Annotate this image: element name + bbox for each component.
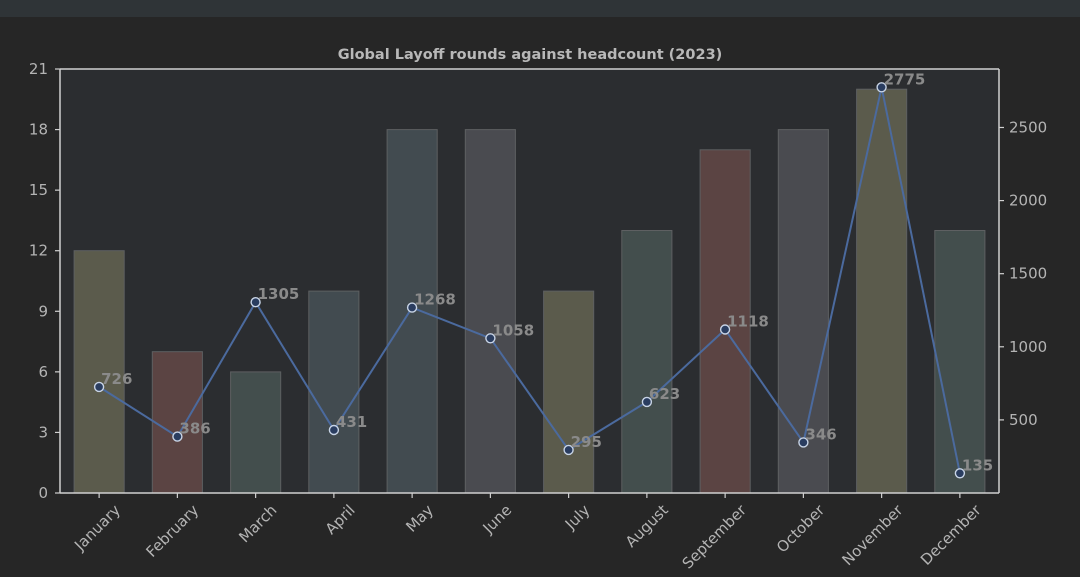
data-label-september: 1118 bbox=[727, 313, 769, 331]
data-label-august: 623 bbox=[649, 385, 680, 403]
x-tick-label-may: May bbox=[402, 501, 437, 536]
y-left-tick-label: 12 bbox=[29, 242, 48, 260]
y-left-tick-label: 18 bbox=[29, 121, 48, 139]
x-tick-label-october: October bbox=[773, 501, 829, 557]
line-layer: 726 386 1305 431 1268 1058 295 623 1118 346 2775 13… bbox=[93, 70, 993, 479]
data-label-january: 726 bbox=[101, 370, 132, 388]
y-left-tick-label: 3 bbox=[38, 423, 48, 441]
bar-january bbox=[73, 250, 125, 494]
point-may bbox=[406, 302, 418, 313]
x-tick-label-august: August bbox=[622, 501, 672, 551]
point-january bbox=[93, 381, 105, 393]
data-label-july: 295 bbox=[571, 433, 602, 451]
bar-february bbox=[151, 351, 203, 494]
data-label-march: 1305 bbox=[258, 285, 300, 303]
top-bar bbox=[0, 0, 1080, 17]
x-tick-label-march: March bbox=[235, 501, 280, 546]
data-label-april: 431 bbox=[336, 413, 367, 431]
point-april bbox=[328, 424, 340, 436]
bar-august bbox=[621, 230, 673, 494]
y-left-tick-label: 21 bbox=[29, 60, 48, 78]
x-tick-label-july: July bbox=[561, 501, 594, 534]
data-label-february: 386 bbox=[179, 420, 210, 438]
y-right-tick-label: 2000 bbox=[1009, 192, 1047, 210]
x-tick-label-november: November bbox=[839, 501, 907, 569]
bars-layer bbox=[73, 88, 986, 494]
y-right-tick-label: 1000 bbox=[1009, 338, 1047, 356]
bar-december bbox=[934, 230, 986, 494]
point-june bbox=[485, 333, 496, 344]
x-tick-label-february: February bbox=[142, 501, 202, 561]
x-tick-label-april: April bbox=[322, 501, 359, 538]
point-october bbox=[798, 437, 809, 448]
x-tick-label-june: June bbox=[479, 501, 516, 538]
point-december bbox=[954, 468, 966, 479]
point-november bbox=[876, 82, 887, 93]
y-left-tick-label: 6 bbox=[38, 363, 48, 381]
data-label-november: 2775 bbox=[884, 70, 926, 88]
data-label-june: 1058 bbox=[492, 321, 534, 339]
data-label-december: 135 bbox=[962, 456, 993, 474]
headcount-line bbox=[98, 87, 961, 474]
bar-july bbox=[543, 290, 595, 494]
y-left-tick-label: 0 bbox=[38, 484, 48, 502]
chart-title: Global Layoff rounds against headcount (… bbox=[338, 47, 723, 63]
bar-october bbox=[777, 129, 829, 494]
x-tick-label-december: December bbox=[917, 501, 985, 569]
bar-november bbox=[856, 88, 908, 494]
point-july bbox=[563, 444, 574, 456]
x-tick-label-january: January bbox=[70, 501, 124, 555]
data-label-october: 346 bbox=[805, 425, 836, 443]
y-left-tick-label: 15 bbox=[29, 181, 48, 199]
point-august bbox=[641, 396, 653, 408]
data-label-may: 1268 bbox=[414, 291, 456, 309]
bar-march bbox=[230, 371, 282, 494]
y-right-tick-label: 2500 bbox=[1009, 118, 1047, 136]
point-february bbox=[172, 431, 183, 442]
point-september bbox=[719, 324, 731, 335]
y-right-tick-label: 1500 bbox=[1009, 265, 1047, 283]
x-tick-label-september: September bbox=[679, 501, 751, 573]
bar-april bbox=[308, 290, 360, 494]
bar-june bbox=[464, 129, 516, 494]
plot-area bbox=[60, 69, 999, 493]
y-right-tick-label: 500 bbox=[1009, 411, 1038, 429]
y-left-tick-label: 9 bbox=[38, 302, 48, 320]
point-march bbox=[250, 297, 261, 308]
bar-september bbox=[699, 149, 751, 494]
